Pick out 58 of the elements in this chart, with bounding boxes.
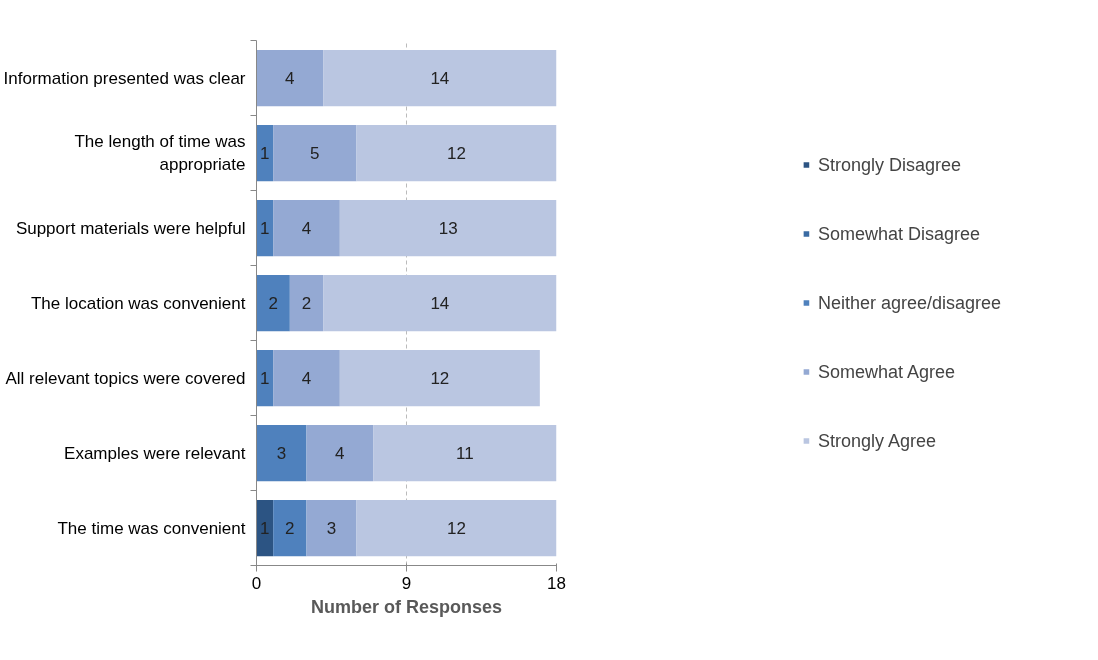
legend-label: Somewhat Disagree	[817, 223, 981, 244]
data-label: 11	[456, 444, 474, 463]
bar	[289, 274, 324, 332]
data-label: 1	[260, 519, 270, 538]
data-label: 13	[438, 219, 458, 238]
bar	[339, 199, 557, 257]
y-tick-label: The length of time was appropriate	[74, 132, 246, 174]
legend-label: Strongly Agree	[817, 430, 937, 451]
bar	[256, 199, 274, 257]
data-label: 4	[301, 219, 312, 238]
bar	[373, 424, 557, 482]
y-tick-label: All relevant topics were covered	[5, 368, 246, 388]
legend-label: Strongly Disagree	[817, 154, 962, 175]
bar	[339, 349, 540, 407]
data-label: 5	[310, 144, 320, 163]
bar	[256, 49, 324, 107]
y-tick-label: The location was convenient	[30, 293, 246, 313]
legend-label: Somewhat Agree	[817, 361, 956, 382]
bar	[273, 349, 340, 407]
data-label: 4	[285, 69, 295, 88]
y-tick-label: Support materials were helpful	[15, 218, 246, 238]
data-label: 1	[260, 144, 270, 163]
legend-label: Neither agree/disagree	[817, 292, 1002, 313]
data-label: 14	[430, 294, 450, 313]
bar	[306, 499, 357, 557]
x-tick-label: 9	[401, 573, 412, 593]
bar	[256, 424, 307, 482]
data-label: 3	[276, 444, 287, 463]
data-label: 1	[260, 369, 270, 388]
bar	[356, 124, 557, 182]
bar	[273, 199, 340, 257]
bar	[273, 124, 357, 182]
bar	[256, 274, 290, 332]
bar	[356, 499, 557, 557]
bar	[273, 499, 307, 557]
bar	[323, 49, 557, 107]
x-axis-title: Number of Responses	[310, 596, 503, 617]
bar	[256, 124, 274, 182]
bar	[256, 499, 274, 557]
y-tick-label: Examples were relevant	[64, 443, 246, 463]
data-label: 2	[301, 294, 312, 313]
bar	[323, 274, 557, 332]
x-tick-label: 18	[547, 573, 566, 593]
x-tick-label: 0	[251, 573, 262, 593]
data-label: 4	[301, 369, 312, 388]
data-label: 4	[335, 444, 345, 463]
data-label: 2	[285, 519, 295, 538]
data-label: 12	[447, 519, 466, 538]
data-label: 12	[430, 369, 450, 388]
bar	[256, 349, 274, 407]
y-tick-label: The time was convenient	[57, 518, 246, 538]
bar	[306, 424, 374, 482]
data-label: 12	[447, 144, 466, 163]
data-label: 14	[430, 69, 450, 88]
data-label: 2	[268, 294, 278, 313]
y-tick-label: Information presented was clear	[3, 68, 246, 88]
data-label: 1	[260, 219, 270, 238]
data-label: 3	[326, 519, 337, 538]
